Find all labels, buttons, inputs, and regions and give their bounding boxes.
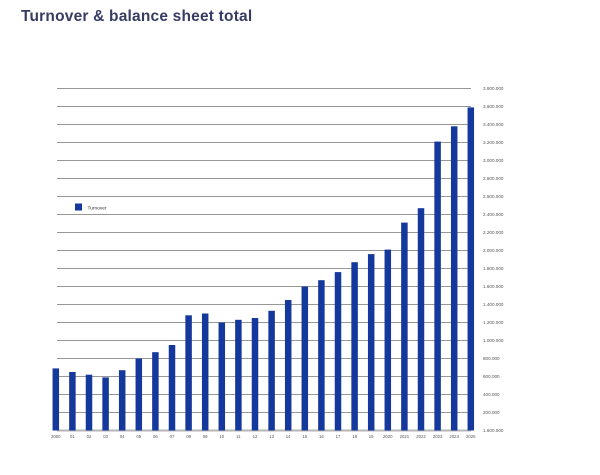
bar[interactable]: [52, 368, 60, 431]
bar[interactable]: [118, 370, 126, 431]
legend-label: Turnover: [88, 206, 107, 212]
bar[interactable]: [351, 262, 358, 431]
bar[interactable]: [69, 372, 76, 431]
bar[interactable]: [235, 319, 242, 431]
x-tick-label: 2025: [466, 434, 476, 439]
x-tick-label: 2021: [400, 434, 410, 439]
x-tick-label: 17: [336, 434, 341, 439]
bar[interactable]: [152, 352, 159, 431]
y-tick-label: 2.000.000: [483, 248, 504, 253]
x-tick-label: 15: [302, 434, 307, 439]
bar[interactable]: [417, 208, 425, 431]
y-tick-label: 2.800.000: [483, 176, 504, 181]
bar[interactable]: [401, 222, 408, 431]
bar[interactable]: [102, 377, 109, 431]
y-tick-label: 3.800.000: [483, 86, 504, 91]
y-tick-label: 2.600.000: [483, 194, 504, 199]
y-tick-label: 1.800.000: [483, 266, 504, 271]
x-tick-label: 19: [369, 434, 374, 439]
x-tick-label: 18: [352, 434, 357, 439]
bar[interactable]: [218, 322, 226, 431]
x-tick-label: 11: [236, 434, 241, 439]
x-tick-label: 2024: [449, 434, 459, 439]
bar[interactable]: [135, 358, 143, 431]
bar[interactable]: [367, 254, 375, 431]
x-tick-label: 05: [136, 434, 141, 439]
legend-item[interactable]: Turnover: [75, 203, 107, 212]
bar[interactable]: [450, 126, 458, 431]
x-tick-label: 2022: [416, 434, 426, 439]
bar[interactable]: [384, 249, 392, 431]
y-tick-label: 3.200.000: [483, 140, 504, 145]
bar[interactable]: [284, 300, 292, 431]
y-tick-label: 1.200.000: [483, 320, 504, 325]
bar[interactable]: [334, 272, 342, 431]
bar[interactable]: [201, 313, 209, 431]
bar[interactable]: [467, 107, 475, 431]
page-title: Turnover & balance sheet total: [21, 8, 253, 25]
x-tick-label: 2023: [433, 434, 443, 439]
y-tick-label: 1.600.000: [483, 284, 504, 289]
x-tick-label: 10: [219, 434, 224, 439]
x-tick-label: 14: [286, 434, 291, 439]
y-tick-label: 2.200.000: [483, 230, 504, 235]
x-tick-label: 2000: [51, 434, 61, 439]
bar[interactable]: [185, 315, 192, 431]
x-tick-label: 08: [186, 434, 191, 439]
y-tick-label: 1.600.000: [483, 428, 504, 433]
y-tick-label: 1.000.000: [483, 338, 504, 343]
x-tick-label: 16: [319, 434, 324, 439]
x-tick-label: 02: [87, 434, 92, 439]
x-tick-label: 04: [120, 434, 125, 439]
x-tick-label: 03: [103, 434, 108, 439]
x-tick-label: 13: [269, 434, 274, 439]
bar[interactable]: [168, 345, 176, 431]
x-tick-label: 06: [153, 434, 158, 439]
x-tick-label: 2020: [383, 434, 393, 439]
x-tick-label: 07: [170, 434, 175, 439]
y-tick-label: 600.000: [483, 374, 500, 379]
bar[interactable]: [318, 280, 325, 431]
y-tick-label: 400.000: [483, 392, 500, 397]
y-tick-label: 800.000: [483, 356, 500, 361]
bar[interactable]: [268, 310, 275, 431]
bar[interactable]: [251, 318, 259, 431]
y-tick-label: 200.000: [483, 410, 500, 415]
y-tick-label: 1.400.000: [483, 302, 504, 307]
y-tick-label: 3.600.000: [483, 104, 504, 109]
x-tick-label: 01: [70, 434, 75, 439]
y-tick-label: 3.000.000: [483, 158, 504, 163]
y-tick-label: 3.400.000: [483, 122, 504, 127]
bar[interactable]: [85, 374, 93, 431]
legend-swatch: [75, 203, 82, 211]
x-tick-label: 09: [203, 434, 208, 439]
bar[interactable]: [434, 141, 441, 431]
x-tick-label: 12: [253, 434, 258, 439]
bar[interactable]: [301, 286, 309, 431]
y-tick-label: 2.400.000: [483, 212, 504, 217]
